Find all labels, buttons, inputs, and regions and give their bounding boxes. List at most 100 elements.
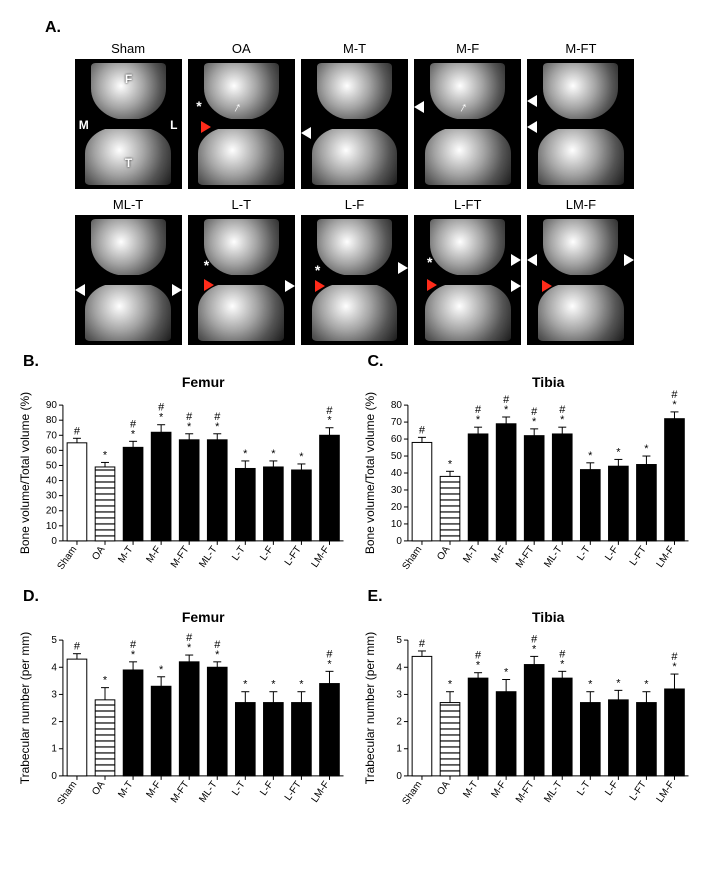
ct-image (527, 59, 634, 189)
ct-grid-row2: ML-T L-T * L-F * (75, 197, 635, 345)
svg-text:*: * (616, 677, 621, 689)
ct-grid-row1: Sham F T M L OA * ↓ M-T (75, 41, 635, 189)
ct-cell-mf: M-F ↓ (414, 41, 521, 189)
svg-text:*: * (447, 679, 452, 691)
svg-text:M-FT: M-FT (513, 544, 536, 570)
chart-d: Femur012345Trabecular number (per mm)#Sh… (15, 606, 350, 816)
svg-text:Sham: Sham (400, 544, 424, 572)
svg-text:#: # (531, 633, 538, 645)
svg-text:*: * (588, 679, 593, 691)
white-arrowhead-icon (398, 262, 408, 274)
ct-image (75, 215, 182, 345)
svg-text:*: * (644, 679, 649, 691)
svg-text:70: 70 (390, 417, 402, 428)
red-arrowhead-icon (427, 279, 437, 291)
chart-e-cell: E. Tibia012345Trabecular number (per mm)… (360, 588, 695, 821)
svg-text:3: 3 (51, 689, 57, 700)
asterisk-icon: * (196, 98, 201, 114)
ct-cell-lft: L-FT * (414, 197, 521, 345)
svg-text:LM-F: LM-F (310, 544, 332, 569)
svg-text:*: * (271, 448, 276, 460)
svg-text:M-FT: M-FT (169, 544, 192, 570)
ct-image: * (414, 215, 521, 345)
svg-text:ML-T: ML-T (197, 544, 219, 569)
svg-text:ML-T: ML-T (542, 779, 564, 804)
ct-image: * (301, 215, 408, 345)
svg-text:40: 40 (46, 476, 58, 487)
svg-text:M-F: M-F (144, 544, 163, 565)
svg-text:0: 0 (396, 771, 402, 782)
chart-b-cell: B. Femur0102030405060708090Bone volume/T… (15, 353, 350, 586)
svg-text:Sham: Sham (55, 779, 79, 807)
chart-e: Tibia012345Trabecular number (per mm)#Sh… (360, 606, 695, 816)
panel-d-label: D. (23, 588, 350, 606)
svg-text:OA: OA (90, 544, 107, 562)
svg-text:OA: OA (435, 779, 452, 797)
svg-text:1: 1 (51, 744, 57, 755)
svg-text:80: 80 (46, 415, 58, 426)
svg-text:Tibia: Tibia (532, 374, 565, 390)
svg-text:#: # (671, 651, 678, 663)
svg-text:*: * (271, 679, 276, 691)
svg-text:M-T: M-T (116, 779, 135, 800)
white-arrowhead-icon (301, 127, 311, 139)
ct-title: M-FT (527, 41, 634, 57)
svg-text:#: # (186, 632, 193, 644)
svg-text:10: 10 (390, 519, 402, 530)
svg-text:1: 1 (396, 744, 402, 755)
svg-text:10: 10 (46, 521, 58, 532)
svg-text:L-T: L-T (230, 544, 248, 563)
ct-image: * (188, 215, 295, 345)
svg-text:L-FT: L-FT (283, 544, 304, 568)
ct-title: L-T (188, 197, 295, 213)
svg-text:*: * (243, 448, 248, 460)
ct-title: M-F (414, 41, 521, 57)
svg-text:*: * (243, 679, 248, 691)
svg-text:#: # (531, 406, 538, 418)
chart-d-cell: D. Femur012345Trabecular number (per mm)… (15, 588, 350, 821)
white-arrowhead-icon (527, 95, 537, 107)
svg-text:20: 20 (390, 502, 402, 513)
svg-text:Bone volume/Total volume (%): Bone volume/Total volume (%) (362, 392, 376, 554)
white-arrowhead-icon (527, 254, 537, 266)
svg-text:4: 4 (396, 662, 402, 673)
figure-root: A. Sham F T M L OA * ↓ M-T (15, 19, 694, 821)
ct-title: ML-T (75, 197, 182, 213)
ct-image (301, 59, 408, 189)
ct-cell-mt: M-T (301, 41, 408, 189)
white-arrowhead-icon (624, 254, 634, 266)
svg-text:#: # (186, 411, 193, 423)
sham-f-label: F (125, 72, 132, 86)
svg-text:*: * (103, 449, 108, 461)
ct-image-oa: * ↓ (188, 59, 295, 189)
svg-text:L-F: L-F (603, 779, 621, 798)
svg-text:*: * (299, 679, 304, 691)
ct-cell-sham: Sham F T M L (75, 41, 182, 189)
svg-text:*: * (503, 666, 508, 678)
svg-text:2: 2 (396, 717, 402, 728)
svg-text:4: 4 (51, 662, 57, 673)
ct-title: OA (188, 41, 295, 57)
ct-title: L-F (301, 197, 408, 213)
svg-text:OA: OA (435, 544, 452, 562)
svg-text:5: 5 (51, 635, 57, 646)
white-arrowhead-icon (511, 280, 521, 292)
ct-cell-lmf: LM-F (527, 197, 634, 345)
svg-text:#: # (503, 394, 510, 406)
svg-text:60: 60 (46, 445, 58, 456)
ct-image-sham: F T M L (75, 59, 182, 189)
white-arrowhead-icon (75, 284, 85, 296)
svg-text:80: 80 (390, 400, 402, 411)
svg-text:#: # (475, 404, 482, 416)
ct-cell-lt: L-T * (188, 197, 295, 345)
svg-text:*: * (103, 675, 108, 687)
svg-text:*: * (616, 446, 621, 458)
asterisk-icon: * (204, 257, 209, 273)
svg-text:50: 50 (390, 451, 402, 462)
svg-text:M-T: M-T (461, 544, 480, 565)
svg-text:#: # (326, 648, 333, 660)
svg-text:70: 70 (46, 430, 58, 441)
svg-text:L-T: L-T (575, 779, 593, 798)
ct-cell-oa: OA * ↓ (188, 41, 295, 189)
sham-t-label: T (125, 156, 132, 170)
